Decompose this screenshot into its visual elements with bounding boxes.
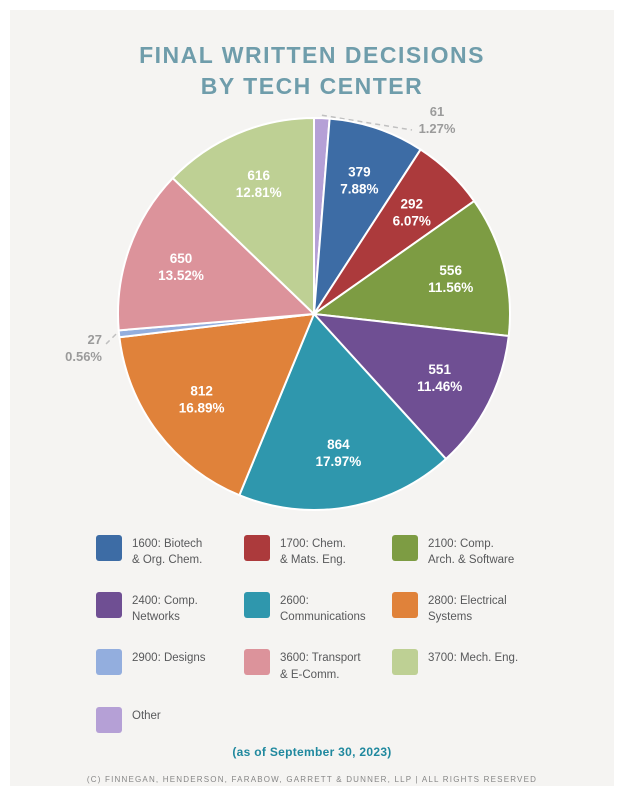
slice-label: 616 12.81% — [236, 168, 282, 200]
legend-swatch — [244, 535, 270, 562]
legend-swatch — [96, 592, 122, 619]
legend-label: 1600: Biotech & Org. Chem. — [132, 538, 203, 567]
legend-item: 3600: Transport & E-Comm. — [244, 649, 392, 682]
legend-swatch — [244, 592, 270, 619]
callout-leader-line — [105, 333, 117, 345]
slice-label: 551 11.46% — [417, 362, 462, 394]
slice-label: 812 16.89% — [179, 383, 225, 415]
as-of-date: (as of September 30, 2023) — [232, 744, 392, 759]
page: FINAL WRITTEN DECISIONS BY TECH CENTER 6… — [10, 10, 614, 786]
slice-label: 650 13.52% — [158, 251, 204, 283]
legend-label: 2900: Designs — [132, 652, 206, 665]
pie-slice — [313, 313, 510, 461]
legend-swatch — [96, 649, 122, 676]
callout-label: 61 1.27% — [419, 104, 456, 136]
legend-label: 2600: Communications — [280, 595, 366, 624]
callout-label: 27 0.56% — [65, 332, 102, 364]
legend-label: 2400: Comp. Networks — [132, 595, 198, 624]
legend-item: 1600: Biotech & Org. Chem. — [96, 535, 244, 568]
pie-slice — [313, 200, 511, 338]
title-line-1: FINAL WRITTEN DECISIONS — [139, 42, 485, 68]
pie-slice — [171, 117, 315, 316]
legend-item: 2800: Electrical Systems — [392, 592, 562, 625]
slice-label: 379 7.88% — [340, 164, 378, 196]
legend-swatch — [96, 706, 122, 733]
legend-item: 2100: Comp. Arch. & Software — [392, 535, 562, 568]
legend-item: 1700: Chem. & Mats. Eng. — [244, 535, 392, 568]
legend-swatch — [392, 649, 418, 676]
legend-swatch — [392, 592, 418, 619]
callout-leader-line — [321, 114, 413, 131]
slice-label: 292 6.07% — [393, 196, 431, 228]
legend-swatch — [392, 535, 418, 562]
title-line-2: BY TECH CENTER — [200, 73, 424, 100]
legend-item: 2600: Communications — [244, 592, 392, 625]
legend: 1600: Biotech & Org. Chem. 1700: Chem. & … — [96, 535, 614, 733]
chart-title: FINAL WRITTEN DECISIONS BY TECH CENTER — [10, 10, 614, 102]
legend-label: Other — [132, 709, 161, 722]
pie-slice — [117, 177, 315, 332]
legend-label: 3600: Transport & E-Comm. — [280, 652, 361, 681]
legend-label: 3700: Mech. Eng. — [428, 652, 519, 665]
legend-swatch — [96, 535, 122, 562]
legend-item: 2400: Comp. Networks — [96, 592, 244, 625]
pie-chart-area: 61 1.27% 379 7.88% 292 6.07% 556 11.56% 551 11.46… — [10, 104, 614, 529]
pie-slice — [118, 313, 315, 497]
legend-label: 2800: Electrical Systems — [428, 595, 507, 624]
legend-item: 3700: Mech. Eng. — [392, 649, 562, 682]
legend-item: Other — [96, 706, 244, 733]
legend-swatch — [244, 649, 270, 676]
legend-item: 2900: Designs — [96, 649, 244, 682]
pie-slice — [313, 117, 422, 316]
slice-label: 864 17.97% — [316, 437, 362, 469]
slice-label: 556 11.56% — [428, 263, 473, 295]
legend-label: 2100: Comp. Arch. & Software — [428, 538, 515, 567]
pie-chart: 61 1.27% 379 7.88% 292 6.07% 556 11.56% 551 11.46… — [65, 104, 511, 512]
pie-slice — [238, 313, 447, 512]
legend-label: 1700: Chem. & Mats. Eng. — [280, 538, 346, 567]
copyright: (C) FINNEGAN, HENDERSON, FARABOW, GARRET… — [86, 774, 538, 784]
